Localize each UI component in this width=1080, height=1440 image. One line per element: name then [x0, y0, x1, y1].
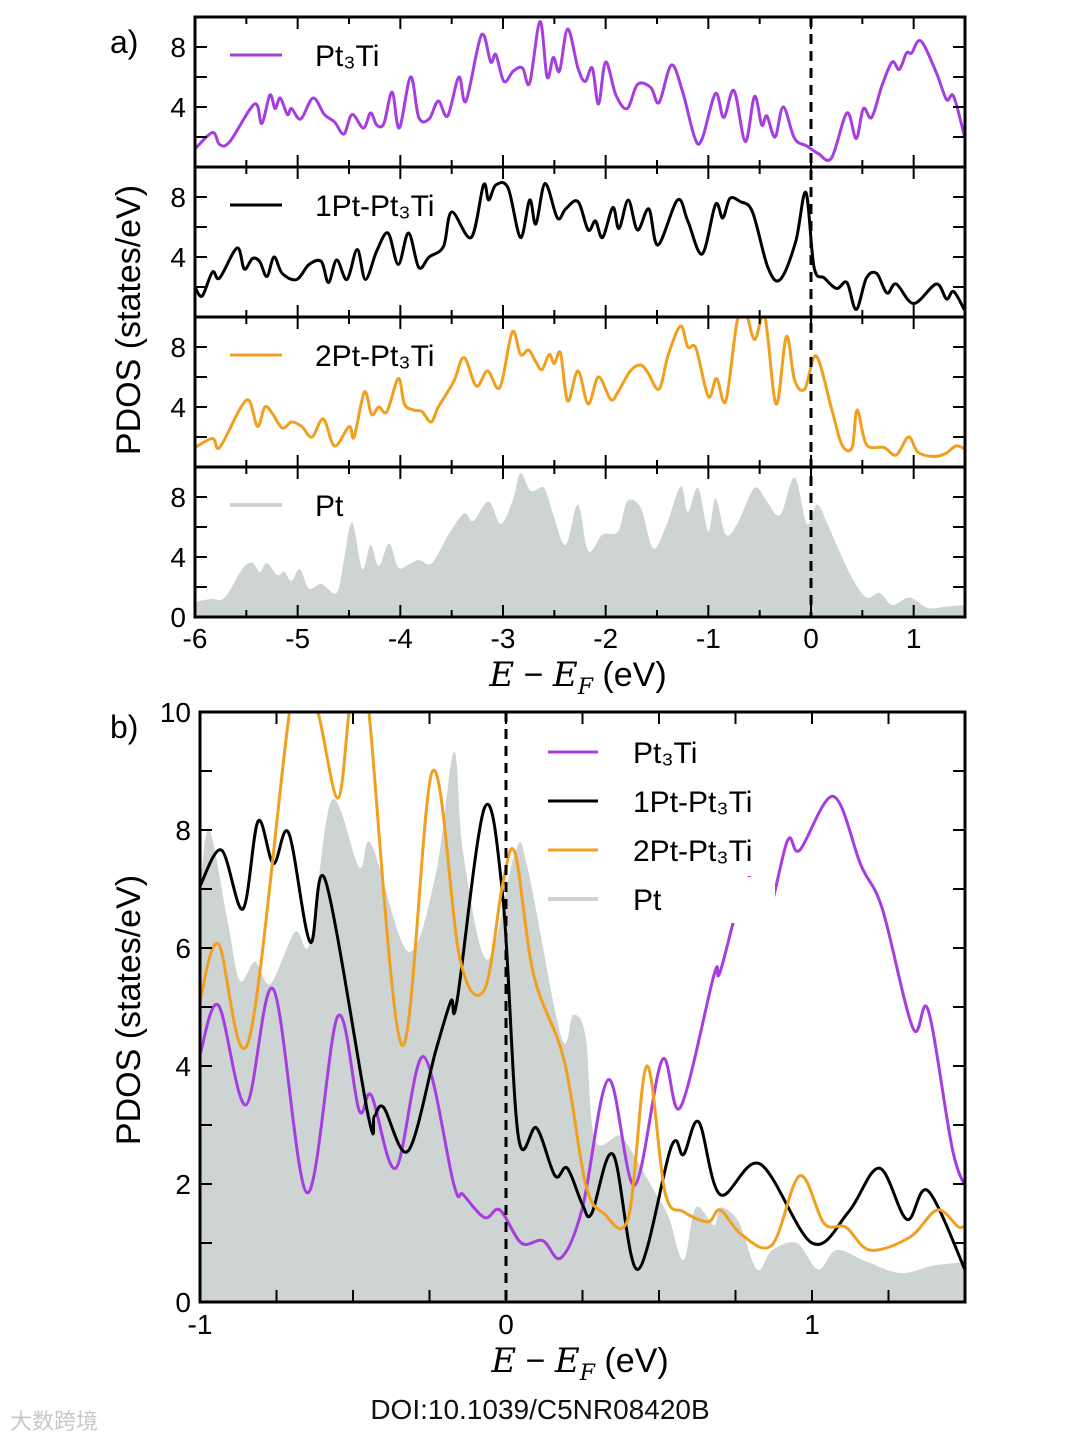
y-tick-label: 8 — [170, 332, 186, 363]
x-tick-label: 1 — [804, 1309, 820, 1340]
series-area-pt — [195, 472, 965, 617]
legend-label: 1Pt-Pt₃Ti — [633, 786, 752, 819]
y-tick-label: 6 — [175, 933, 191, 964]
x-axis-label: E − EF (eV) — [490, 1341, 668, 1386]
series-line-pt-ti — [195, 19, 965, 162]
x-tick-label: -4 — [388, 623, 413, 654]
series-line-2pt-pt-ti — [200, 712, 965, 1252]
y-tick-label: 4 — [175, 1051, 191, 1082]
x-tick-label: -1 — [188, 1309, 213, 1340]
legend-label: Pt₃Ti — [315, 40, 379, 73]
subplot-frame — [193, 15, 967, 169]
series-line-1pt-pt-ti — [200, 803, 965, 1274]
y-tick-label: 0 — [170, 602, 186, 633]
y-tick-label: 0 — [175, 1287, 191, 1318]
watermark: 大数跨境 — [10, 1410, 99, 1435]
x-tick-label: 0 — [498, 1309, 514, 1340]
y-tick-label: 4 — [170, 242, 186, 273]
y-axis-label: PDOS (states/eV) — [110, 875, 148, 1145]
legend-label: Pt — [315, 490, 344, 523]
x-tick-label: -3 — [491, 623, 516, 654]
panel-label-b: b) — [110, 709, 138, 745]
plot-frame — [198, 710, 967, 1304]
x-tick-label: 1 — [906, 623, 922, 654]
y-tick-label: 10 — [160, 697, 191, 728]
legend-label: Pt — [633, 884, 662, 917]
doi-caption: DOI:10.1039/C5NR08420B — [370, 1394, 710, 1425]
x-tick-label: -2 — [593, 623, 618, 654]
x-axis-label: E − EF (eV) — [488, 655, 666, 700]
y-tick-label: 4 — [170, 92, 186, 123]
x-tick-label: 0 — [803, 623, 819, 654]
panel-label-a: a) — [110, 24, 138, 60]
x-tick-label: -1 — [696, 623, 721, 654]
y-tick-label: 8 — [170, 32, 186, 63]
legend-label: 2Pt-Pt₃Ti — [633, 835, 752, 868]
y-tick-label: 2 — [175, 1169, 191, 1200]
series-line-2pt-pt-ti — [195, 317, 965, 459]
y-tick-label: 8 — [175, 815, 191, 846]
y-tick-label: 4 — [170, 392, 186, 423]
y-tick-label: 8 — [170, 182, 186, 213]
x-tick-label: -6 — [183, 623, 208, 654]
y-tick-label: 8 — [170, 482, 186, 513]
legend-label: 2Pt-Pt₃Ti — [315, 340, 434, 373]
subplot-frame — [193, 465, 967, 619]
y-axis-label: PDOS (states/eV) — [110, 185, 148, 455]
series-line-1pt-pt-ti — [195, 181, 965, 312]
legend-label: Pt₃Ti — [633, 737, 697, 770]
subplot-frame — [193, 315, 967, 469]
y-tick-label: 4 — [170, 542, 186, 573]
legend-label: 1Pt-Pt₃Ti — [315, 190, 434, 223]
x-tick-label: -5 — [285, 623, 310, 654]
